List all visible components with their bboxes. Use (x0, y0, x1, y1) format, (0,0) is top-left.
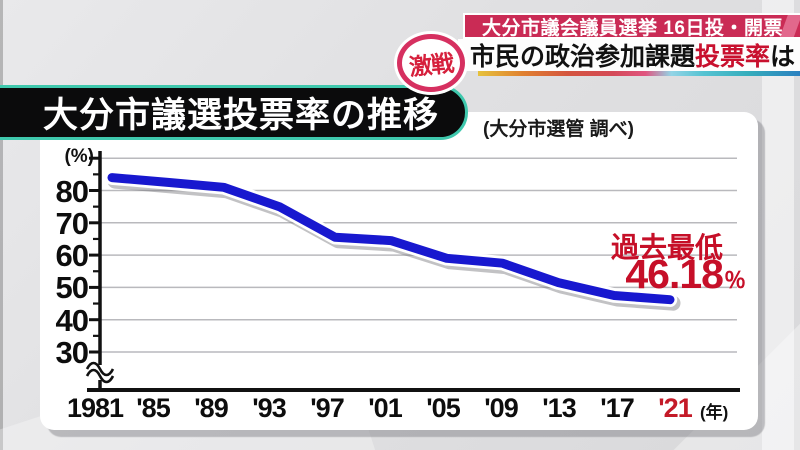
x-tick-label: '21 (658, 393, 692, 423)
y-tick-label: 50 (55, 270, 89, 306)
x-tick-label: '17 (600, 393, 634, 423)
axis-ticks (89, 156, 100, 354)
x-tick-label: '89 (194, 393, 228, 423)
x-tick-label: '09 (484, 393, 518, 423)
y-tick-label: 60 (55, 238, 89, 274)
subheadline-highlight: 投票率 (695, 43, 771, 71)
rainbow-stripe (478, 71, 800, 76)
turnout-line (104, 170, 681, 311)
headline-text: 大分市議会議員選挙 16日投・開票 (482, 17, 783, 39)
chart-panel (40, 112, 758, 430)
record-low-number: 46.18 (625, 251, 724, 297)
x-tick-label: '01 (368, 393, 402, 423)
x-tick-label: '13 (542, 393, 576, 423)
chart-title: 大分市議選投票率の推移 (43, 96, 440, 135)
subheadline-banner: 市民の政治参加課題 投票率は (458, 39, 800, 71)
y-axis-unit-label: (%) (64, 146, 94, 167)
x-tick-label: '97 (310, 393, 344, 423)
x-tick-label: '85 (136, 393, 170, 423)
record-low-value: 46.18％ (618, 254, 746, 295)
source-note: (大分市選管 調べ) (483, 119, 634, 140)
x-tick-label: '05 (426, 393, 460, 423)
percent-sign: ％ (723, 268, 746, 293)
headline-banner: 大分市議会議員選挙 16日投・開票 (463, 13, 800, 39)
y-tick-label: 80 (55, 173, 89, 209)
record-low-label: 過去最低 (610, 232, 723, 263)
gekisen-badge: 激戦 (397, 34, 465, 92)
left-edge-shade (0, 0, 3, 450)
subheadline-suffix: は (770, 43, 796, 71)
y-tick-label: 70 (55, 205, 89, 241)
y-tick-label: 40 (55, 302, 89, 338)
badge-label: 激戦 (407, 49, 455, 81)
subheadline-text: 市民の政治参加課題 (470, 43, 696, 71)
x-axis-unit-label: (年) (700, 403, 729, 422)
axis-break (85, 361, 115, 384)
y-tick-label: 30 (55, 335, 89, 370)
x-tick-label: '93 (252, 393, 286, 423)
chart-title-box: 大分市議選投票率の推移 (0, 85, 468, 140)
x-tick-label: 1981 (66, 393, 124, 423)
